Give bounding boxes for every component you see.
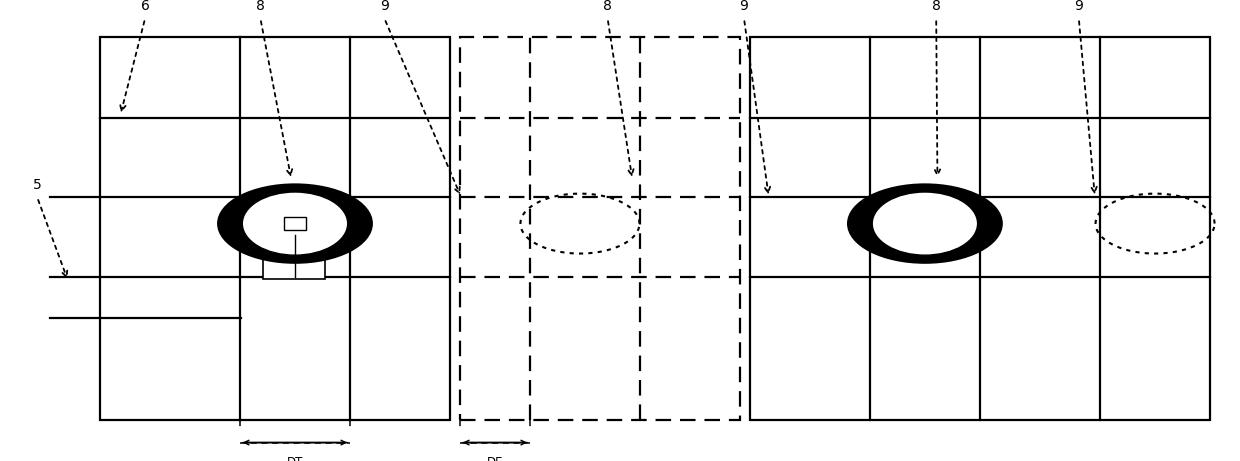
Text: 9: 9 bbox=[1074, 0, 1084, 13]
Ellipse shape bbox=[848, 184, 1002, 263]
Text: DT: DT bbox=[286, 456, 304, 461]
Bar bbox=[100, 37, 450, 420]
Bar bbox=[284, 217, 306, 230]
Text: 5: 5 bbox=[32, 178, 42, 192]
Ellipse shape bbox=[218, 184, 372, 263]
Bar bbox=[263, 251, 325, 279]
Ellipse shape bbox=[242, 192, 347, 255]
Text: 8: 8 bbox=[931, 0, 941, 13]
Ellipse shape bbox=[872, 192, 977, 255]
Text: 9: 9 bbox=[379, 0, 389, 13]
Bar bbox=[460, 37, 740, 420]
Text: 9: 9 bbox=[739, 0, 749, 13]
Text: 6: 6 bbox=[140, 0, 150, 13]
Text: 8: 8 bbox=[603, 0, 613, 13]
Bar bbox=[750, 37, 1210, 420]
Text: 8: 8 bbox=[255, 0, 265, 13]
Text: DE: DE bbox=[487, 456, 503, 461]
